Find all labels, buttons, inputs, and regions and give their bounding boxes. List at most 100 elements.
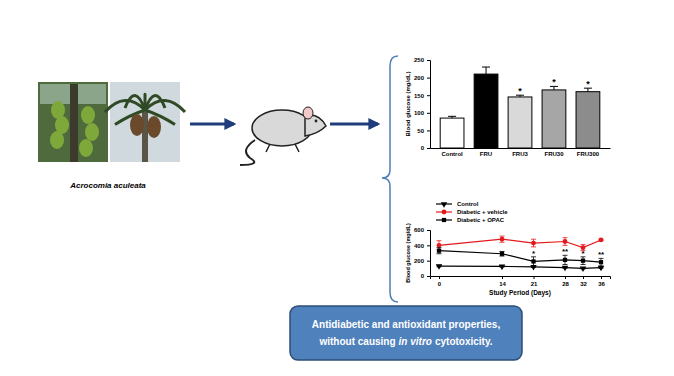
conclusion-line: Antidiabetic and antioxidant properties, [312,319,501,330]
error-bar [581,257,586,265]
tick: 21 [531,276,538,287]
photos [38,82,185,162]
tick: 600 [414,227,430,233]
photo-fruit [79,139,93,157]
tick-label: 0 [438,281,442,287]
tick-label: 150 [414,93,425,99]
lines [436,236,604,272]
tick-label: 0 [421,145,425,151]
marker [563,258,567,262]
marker [437,249,441,253]
box [290,306,522,360]
brace [382,56,398,302]
tick-mark [601,276,602,279]
tick-label: 50 [417,128,424,134]
annotation: * [532,249,536,258]
photo-frond [145,100,185,112]
tick-label: FRU30 [544,151,564,157]
bars [440,67,600,148]
tick-label: 600 [414,227,425,233]
tick-label: FRU3 [512,151,528,157]
rat-legs [266,144,299,152]
error-bar [599,258,604,266]
tick: FRU300 [577,148,600,157]
tick: 50 [417,128,430,134]
tick-label: 400 [414,243,425,249]
error-bar [437,248,442,254]
tick-mark [427,276,430,277]
marker [531,259,535,263]
tick: 28 [562,276,569,287]
rat-ear [303,107,313,119]
marker [500,237,505,242]
marker [436,264,442,270]
axis-line [427,61,431,149]
axis-line [431,277,611,280]
bar [508,97,532,148]
tick-label: 250 [414,57,425,63]
tick-label: 21 [531,281,538,287]
photo-trunk [70,84,78,162]
bar [474,74,498,148]
tick-mark [427,78,430,79]
y-axis-title: Blood glucose (mg/dL) [405,223,411,283]
annotation: ** [562,247,569,256]
tick-mark [583,276,584,279]
marker [599,238,604,243]
legend-label: Control [457,201,479,207]
marker [580,266,586,272]
conclusion-part: cytotoxicity. [435,336,493,347]
error-bar [531,239,536,247]
tick: 200 [414,75,430,81]
photo-frond [125,95,145,110]
error-bar [482,67,490,74]
tick-mark [427,60,430,61]
annotation: * [586,79,590,89]
photo-fruit [147,116,161,138]
legend-marker [442,210,447,215]
bar [576,92,600,148]
legend-marker [442,218,446,222]
photo-fruit [81,106,95,124]
legend-marker [441,202,447,208]
y-axis-title: Blood glucose (mg/dL) [405,72,411,137]
tick: 32 [580,276,587,287]
tick: 0 [421,273,430,279]
tick: 36 [598,276,605,287]
annotation: * [581,249,585,258]
tick-mark [439,276,440,279]
line-chart: 020040060001421283236Study Period (Days)… [405,201,611,297]
x-axis-title: Study Period (Days) [489,289,551,297]
series-line [439,266,601,268]
tick-mark [427,113,430,114]
tick-label: Control [441,151,463,157]
tick-mark [565,276,566,279]
y-axis: 050100150200250 [414,57,431,151]
annotation: ** [598,250,605,259]
y-axis: 0200400600 [414,227,431,279]
tick: FRU3 [512,148,528,157]
rat-icon [240,107,326,165]
photo-right [110,82,180,162]
tick: 0 [438,276,442,287]
error-bar [563,255,568,264]
legend: ControlDiabetic + vehicleDiabetic + OPAC [436,201,508,223]
marker [581,259,585,263]
marker [500,252,504,256]
species-label: Acrocomia aculeata [69,181,146,190]
photo-fruit [50,131,64,149]
tick-label: FRU [480,151,492,157]
rat-tail [240,140,255,165]
tick: 0 [421,145,430,151]
bar [542,90,566,148]
error-bar [500,236,505,242]
tick-mark [427,130,430,131]
tick-label: 0 [421,273,425,279]
conclusion-part: in vitro [399,336,432,347]
error-bar [448,116,456,118]
tick: FRU [480,148,492,157]
tick: Control [441,148,463,157]
annotation: * [552,77,556,87]
tick-label: 36 [598,281,605,287]
legend-label: Diabetic + OPAC [457,217,505,223]
